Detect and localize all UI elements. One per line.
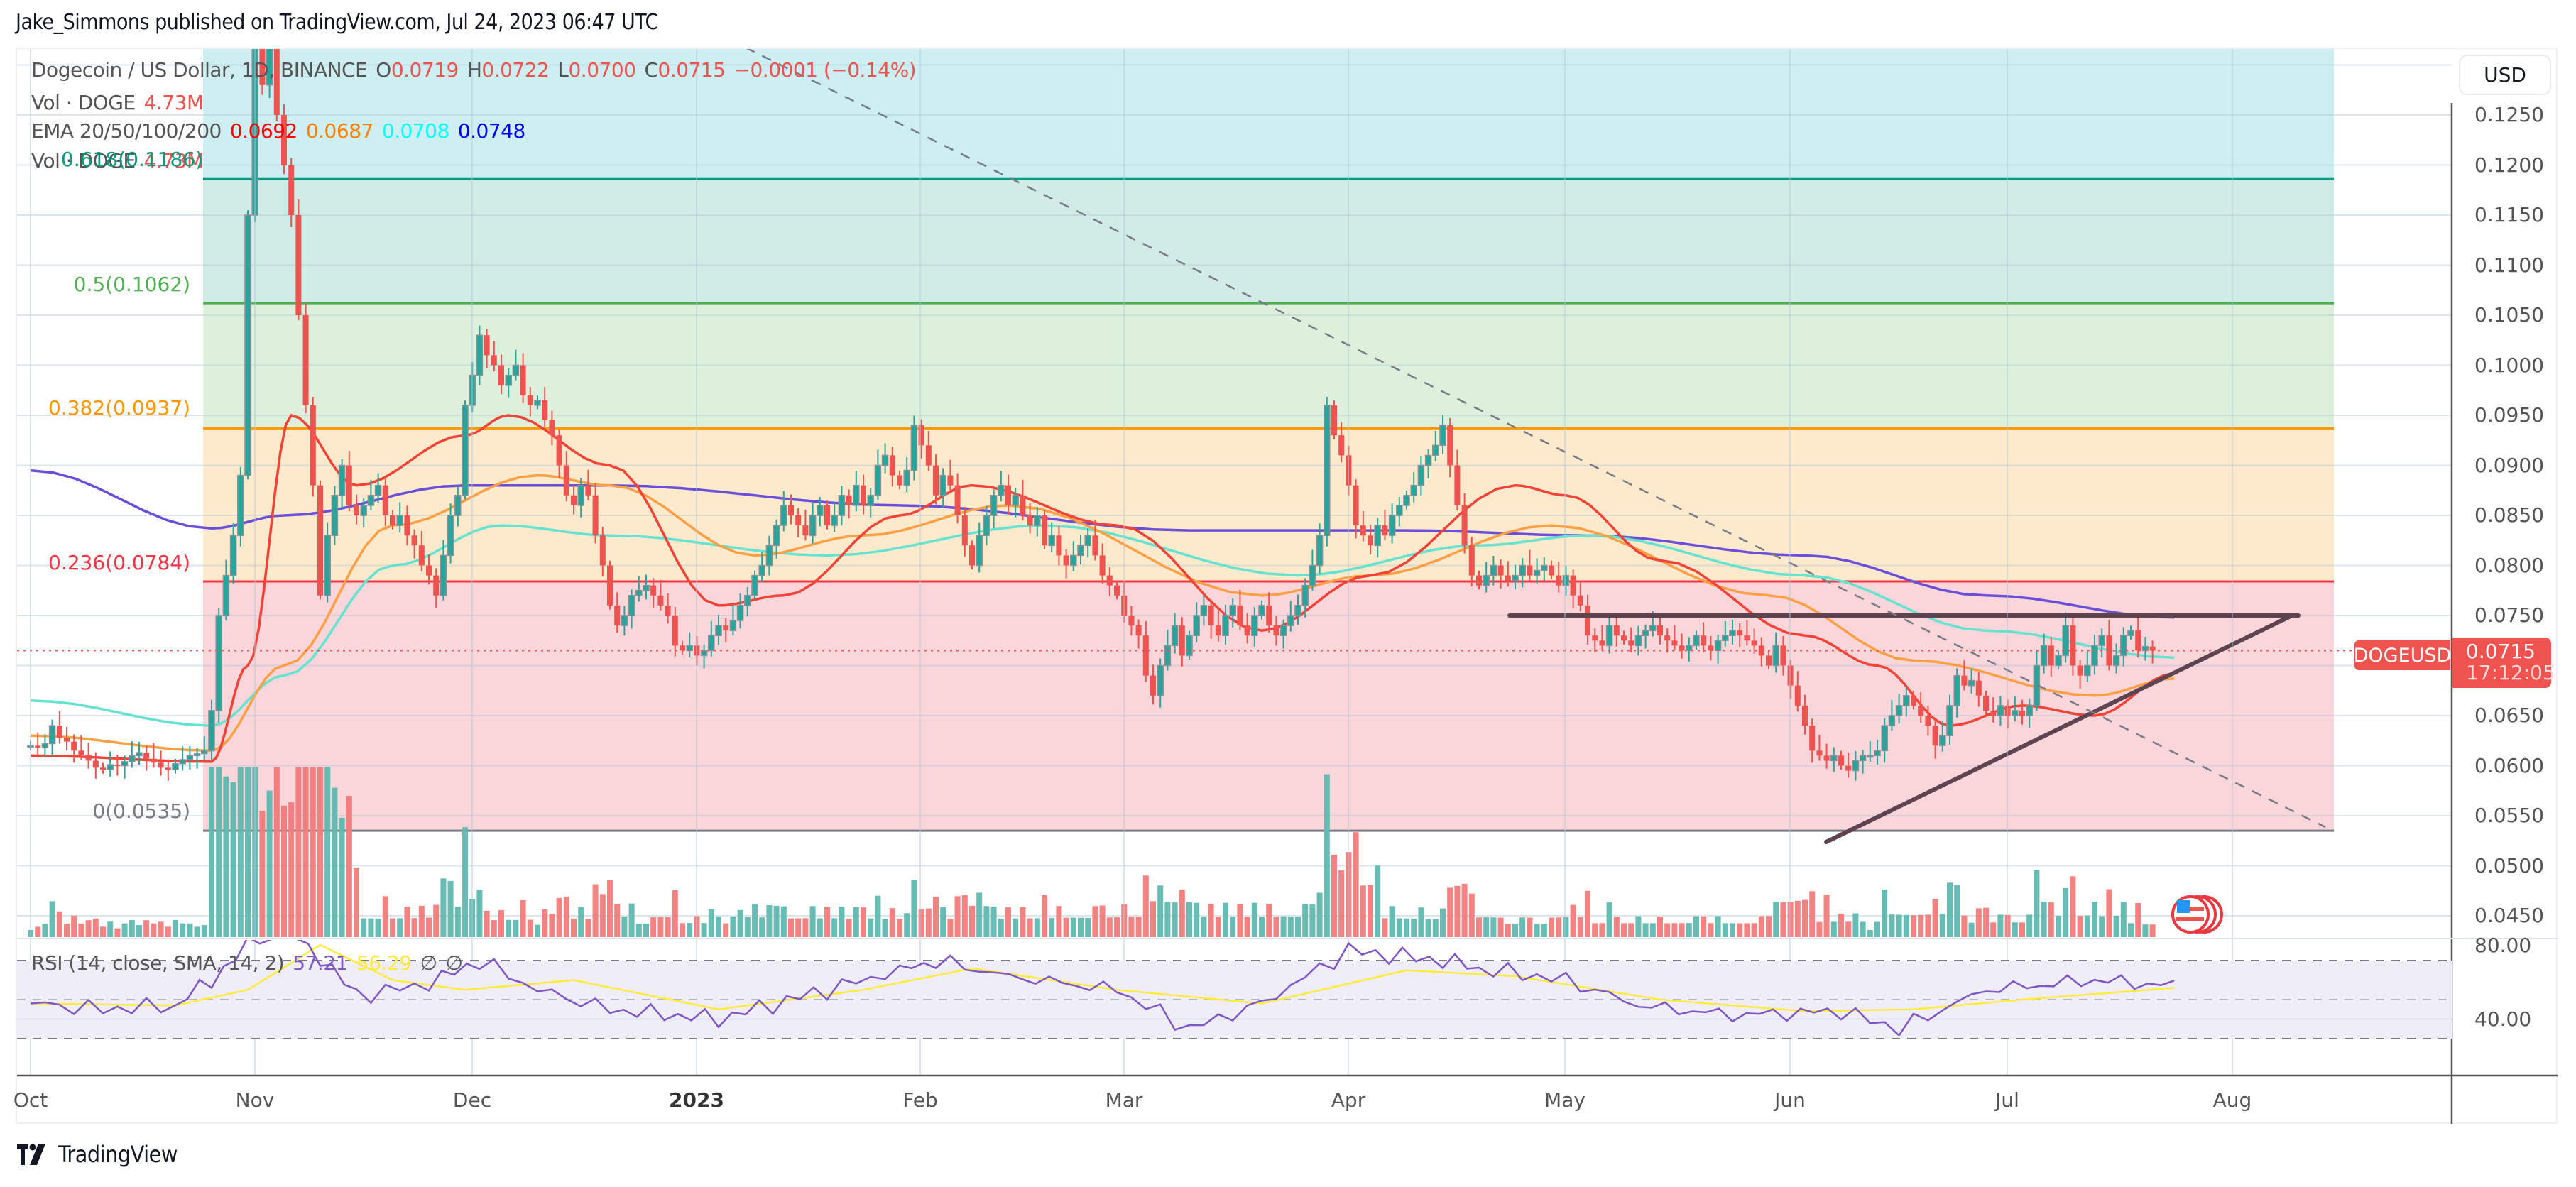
ema100-value: 0.0708: [381, 119, 449, 143]
volume-legend-2: Vol · DOGE 4.73M: [31, 149, 204, 173]
last-price-label: 0.0715 17:12:05: [2452, 638, 2555, 688]
time-tick: May: [1544, 1088, 1586, 1112]
last-price: 0.0715: [2466, 640, 2536, 663]
symbol-tag: DOGEUSD: [2354, 640, 2451, 670]
main-pane: [17, 49, 2452, 937]
change-value: −0.0001 (−0.14%): [733, 58, 917, 82]
tradingview-logo[interactable]: TradingView: [17, 1141, 178, 1168]
published-caption: Jake_Simmons published on TradingView.co…: [16, 10, 658, 35]
fib-label-0382: 0.382(0.0937): [48, 396, 190, 420]
time-tick: Feb: [902, 1088, 938, 1112]
rsi-na-2: ∅: [445, 951, 463, 975]
rsi-axis-40: 40.00: [2474, 1007, 2532, 1031]
rsi-legend: RSI (14, close, SMA, 14, 2) 57.21 56.29 ∅ ∅: [31, 951, 463, 975]
price-tick: 0.0750: [2474, 603, 2544, 627]
price-tick: 0.0450: [2474, 904, 2544, 927]
chart-frame: [16, 48, 2558, 1124]
rsi-na-1: ∅: [420, 951, 437, 975]
low-value: 0.0700: [568, 58, 636, 82]
price-tick: 0.0900: [2474, 453, 2544, 477]
fib-label-05: 0.5(0.1062): [73, 273, 190, 296]
price-tick: 0.1250: [2474, 103, 2544, 126]
time-tick: Mar: [1105, 1088, 1143, 1112]
price-tick: 0.1000: [2474, 353, 2544, 377]
price-tick: 0.0800: [2474, 553, 2544, 577]
symbol-title: Dogecoin / US Dollar, 1D, BINANCE: [31, 58, 368, 82]
fib-label-0236: 0.236(0.0784): [48, 551, 190, 574]
bar-countdown: 17:12:05: [2466, 661, 2555, 684]
price-tick: 0.0500: [2474, 853, 2544, 877]
price-tick: 0.0950: [2474, 403, 2544, 427]
close-value: 0.0715: [657, 58, 726, 82]
time-tick: 2023: [669, 1088, 724, 1112]
volume-value: 4.73M: [143, 91, 204, 114]
price-tick: 0.0850: [2474, 503, 2544, 527]
fib-label-0618: 0.618(0.1186): [61, 148, 203, 171]
time-tick: Aug: [2212, 1088, 2252, 1112]
price-tick: 0.1050: [2474, 303, 2544, 327]
price-tick: 0.1200: [2474, 153, 2544, 177]
symbol-legend: Dogecoin / US Dollar, 1D, BINANCE O0.0719…: [31, 58, 917, 82]
fib-label-0: 0(0.0535): [92, 799, 190, 823]
time-tick: Dec: [452, 1088, 492, 1112]
brand-name: TradingView: [58, 1141, 178, 1168]
time-tick: Jun: [1774, 1088, 1806, 1112]
economic-event-us-flag-icon[interactable]: [2171, 895, 2223, 934]
time-tick: Oct: [13, 1088, 48, 1112]
ema20-value: 0.0692: [229, 119, 298, 143]
ema200-value: 0.0748: [457, 119, 525, 143]
high-value: 0.0722: [481, 58, 550, 82]
price-tick: 0.0550: [2474, 804, 2544, 827]
rsi-value: 57.21: [293, 951, 348, 975]
time-tick: Apr: [1331, 1088, 1366, 1112]
time-tick: Jul: [1995, 1088, 2019, 1112]
tradingview-logo-icon: [17, 1144, 45, 1165]
ema50-value: 0.0687: [305, 119, 373, 143]
open-value: 0.0719: [391, 58, 459, 82]
rsi-ma-value: 56.29: [356, 951, 412, 975]
price-tick: 0.0650: [2474, 704, 2544, 727]
ema-legend: EMA 20/50/100/200 0.0692 0.0687 0.0708 0.074…: [31, 119, 525, 143]
rsi-axis-80: 80.00: [2474, 934, 2532, 957]
price-tick: 0.1150: [2474, 203, 2544, 226]
volume-legend: Vol · DOGE 4.73M: [31, 91, 204, 114]
price-tick: 0.1100: [2474, 253, 2544, 277]
price-tick: 0.0600: [2474, 753, 2544, 777]
time-tick: Nov: [235, 1088, 275, 1112]
currency-button[interactable]: USD: [2459, 55, 2551, 95]
rsi-pane: [17, 940, 2452, 1039]
